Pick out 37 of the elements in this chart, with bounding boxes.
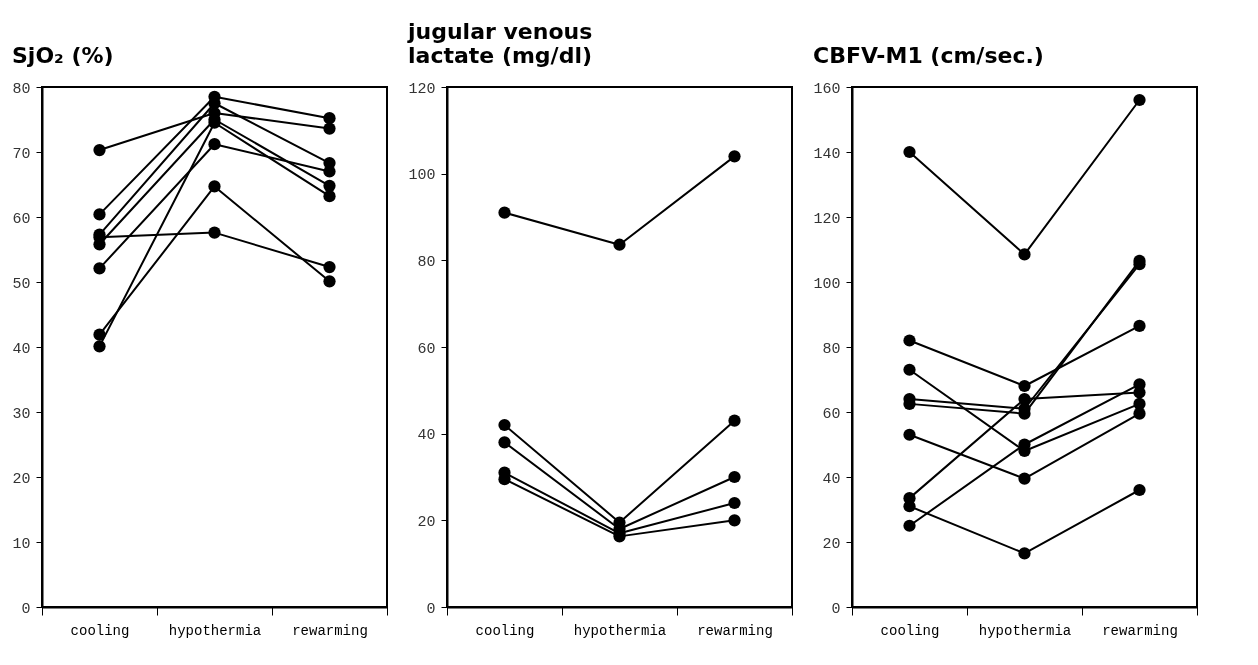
y-tick-label: 140: [813, 145, 841, 163]
y-tick-label: 100: [408, 167, 436, 185]
chart-title: jugular venous lactate (mg/dl): [407, 19, 593, 68]
y-tick-label: 70: [12, 145, 31, 163]
y-tick-label: 120: [408, 80, 436, 98]
y-tick-label: 0: [426, 600, 436, 618]
x-tick-label: hypothermia: [573, 622, 667, 639]
x-tick-label: hypothermia: [168, 622, 262, 639]
y-tick-label: 80: [822, 340, 841, 358]
y-tick-label: 20: [822, 535, 841, 553]
y-tick-label: 20: [417, 513, 436, 531]
y-tick-label: 40: [417, 427, 436, 445]
y-tick-label: 10: [12, 535, 31, 553]
y-tick-label: 40: [822, 470, 841, 488]
y-tick-label: 20: [12, 470, 31, 488]
y-tick-label: 80: [417, 253, 436, 271]
y-tick-label: 160: [813, 80, 841, 98]
chart-title: CBFV-M1 (cm/sec.): [813, 43, 1044, 68]
x-tick-label: rewarming: [1102, 622, 1178, 639]
y-tick-label: 100: [813, 275, 841, 293]
x-tick-label: cooling: [70, 622, 130, 639]
x-tick-label: rewarming: [697, 622, 773, 639]
y-tick-label: 0: [21, 600, 31, 618]
y-tick-label: 60: [417, 340, 436, 358]
x-tick-label: cooling: [880, 622, 940, 639]
y-tick-label: 50: [12, 275, 31, 293]
x-tick-label: cooling: [475, 622, 535, 639]
y-tick-label: 40: [12, 340, 31, 358]
y-tick-label: 60: [12, 210, 31, 228]
x-tick-label: hypothermia: [978, 622, 1072, 639]
y-tick-label: 60: [822, 405, 841, 423]
y-tick-label: 0: [831, 600, 841, 618]
x-tick-label: rewarming: [292, 622, 368, 639]
y-tick-label: 120: [813, 210, 841, 228]
chart-title: SjO₂ (%): [12, 43, 114, 68]
y-tick-label: 30: [12, 405, 31, 423]
y-tick-label: 80: [12, 80, 31, 98]
